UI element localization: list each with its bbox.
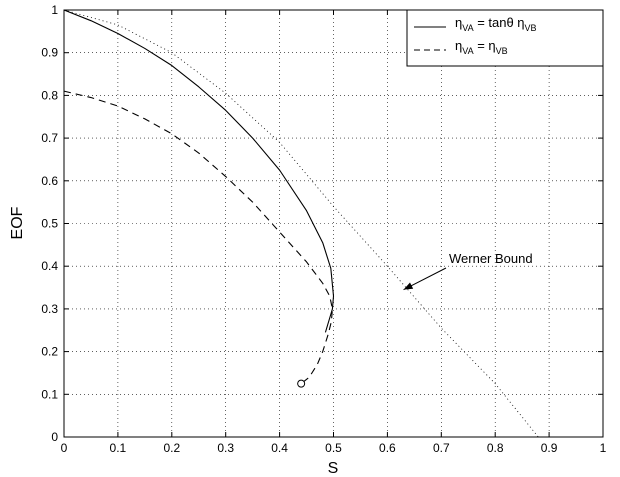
y-tick-label: 1 xyxy=(51,3,58,17)
plot-area xyxy=(64,10,603,437)
y-tick-label: 0.5 xyxy=(41,217,58,231)
ticks: 0 0.1 0.2 0.3 0.4 0.5 0.6 0.7 0.8 0.9 1 0 0.1 0.2 0.3 0… xyxy=(41,3,606,455)
legend: ηVA = tanθ ηVB ηVA = ηVB xyxy=(406,9,604,67)
y-tick-label: 0.9 xyxy=(41,46,58,60)
y-tick-label: 0.2 xyxy=(41,345,58,359)
x-tick-label: 0.1 xyxy=(110,441,127,455)
x-tick-label: 0.9 xyxy=(541,441,558,455)
series-line-solid xyxy=(63,9,335,333)
y-tick-label: 0.4 xyxy=(41,259,58,273)
y-tick-label: 0.3 xyxy=(41,302,58,316)
series-layer xyxy=(63,9,539,438)
werner-bound-label: Werner Bound xyxy=(449,251,533,266)
y-tick-label: 0 xyxy=(51,430,58,444)
x-tick-label: 0.2 xyxy=(163,441,180,455)
y-axis-label: EOF xyxy=(9,206,26,239)
x-tick-label: 0.6 xyxy=(379,441,396,455)
plot-frame xyxy=(63,9,604,438)
x-tick-label: 0.7 xyxy=(433,441,450,455)
y-tick-label: 0.7 xyxy=(41,131,58,145)
x-tick-label: 0.5 xyxy=(325,441,342,455)
werner-bound-annotation: Werner Bound xyxy=(403,251,533,291)
x-tick-label: 0.8 xyxy=(487,441,504,455)
series-end-marker xyxy=(297,379,306,388)
y-tick-label: 0.1 xyxy=(41,387,58,401)
x-tick-label: 0.3 xyxy=(217,441,234,455)
y-tick-label: 0.6 xyxy=(41,174,58,188)
x-tick-label: 0.4 xyxy=(271,441,288,455)
y-tick-label: 0.8 xyxy=(41,88,58,102)
series-line-dashed xyxy=(63,90,333,385)
werner-bound-arrowhead xyxy=(403,282,414,290)
x-tick-label: 0 xyxy=(61,441,68,455)
x-axis-label: S xyxy=(328,460,339,477)
legend-dashed-label: ηVA = ηVB xyxy=(455,38,508,56)
legend-box xyxy=(406,9,604,67)
x-tick-label: 1 xyxy=(600,441,607,455)
legend-solid-label: ηVA = tanθ ηVB xyxy=(455,15,537,33)
